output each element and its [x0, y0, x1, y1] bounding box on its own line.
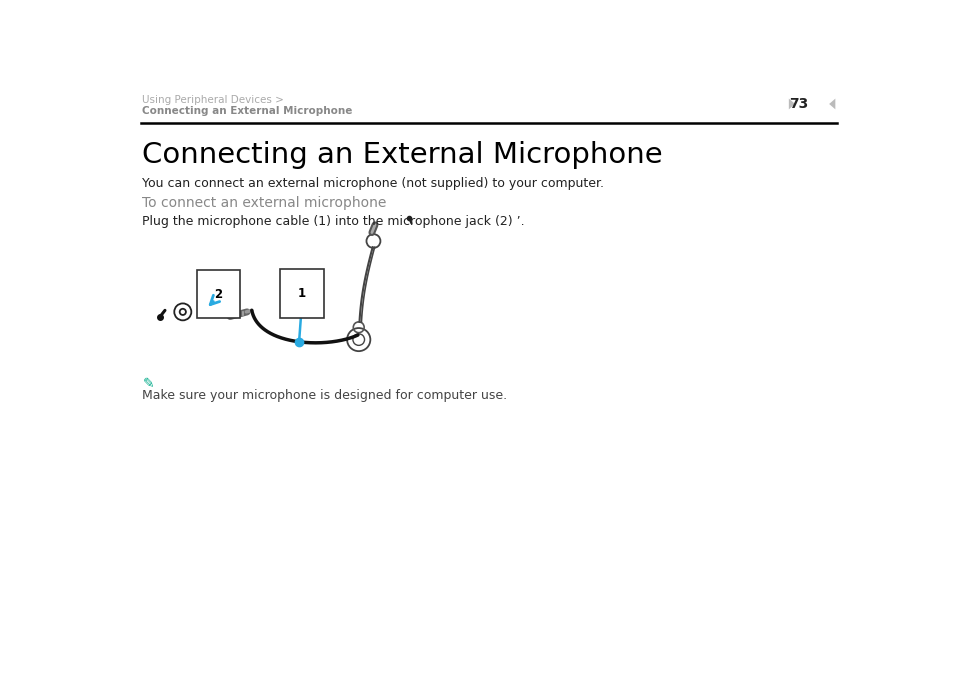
- Text: You can connect an external microphone (not supplied) to your computer.: You can connect an external microphone (…: [142, 177, 604, 190]
- Text: 73: 73: [788, 97, 808, 111]
- Text: Connecting an External Microphone: Connecting an External Microphone: [142, 141, 662, 169]
- Text: To connect an external microphone: To connect an external microphone: [142, 196, 387, 210]
- Text: 1: 1: [297, 287, 306, 300]
- Polygon shape: [788, 98, 794, 109]
- Text: ✎: ✎: [142, 377, 154, 392]
- Text: 2: 2: [214, 288, 222, 301]
- Text: Connecting an External Microphone: Connecting an External Microphone: [142, 106, 353, 117]
- Polygon shape: [828, 98, 835, 109]
- Text: Plug the microphone cable (1) into the microphone jack (2) ’.: Plug the microphone cable (1) into the m…: [142, 215, 524, 228]
- Text: Make sure your microphone is designed for computer use.: Make sure your microphone is designed fo…: [142, 389, 507, 402]
- Text: Using Peripheral Devices >: Using Peripheral Devices >: [142, 95, 284, 104]
